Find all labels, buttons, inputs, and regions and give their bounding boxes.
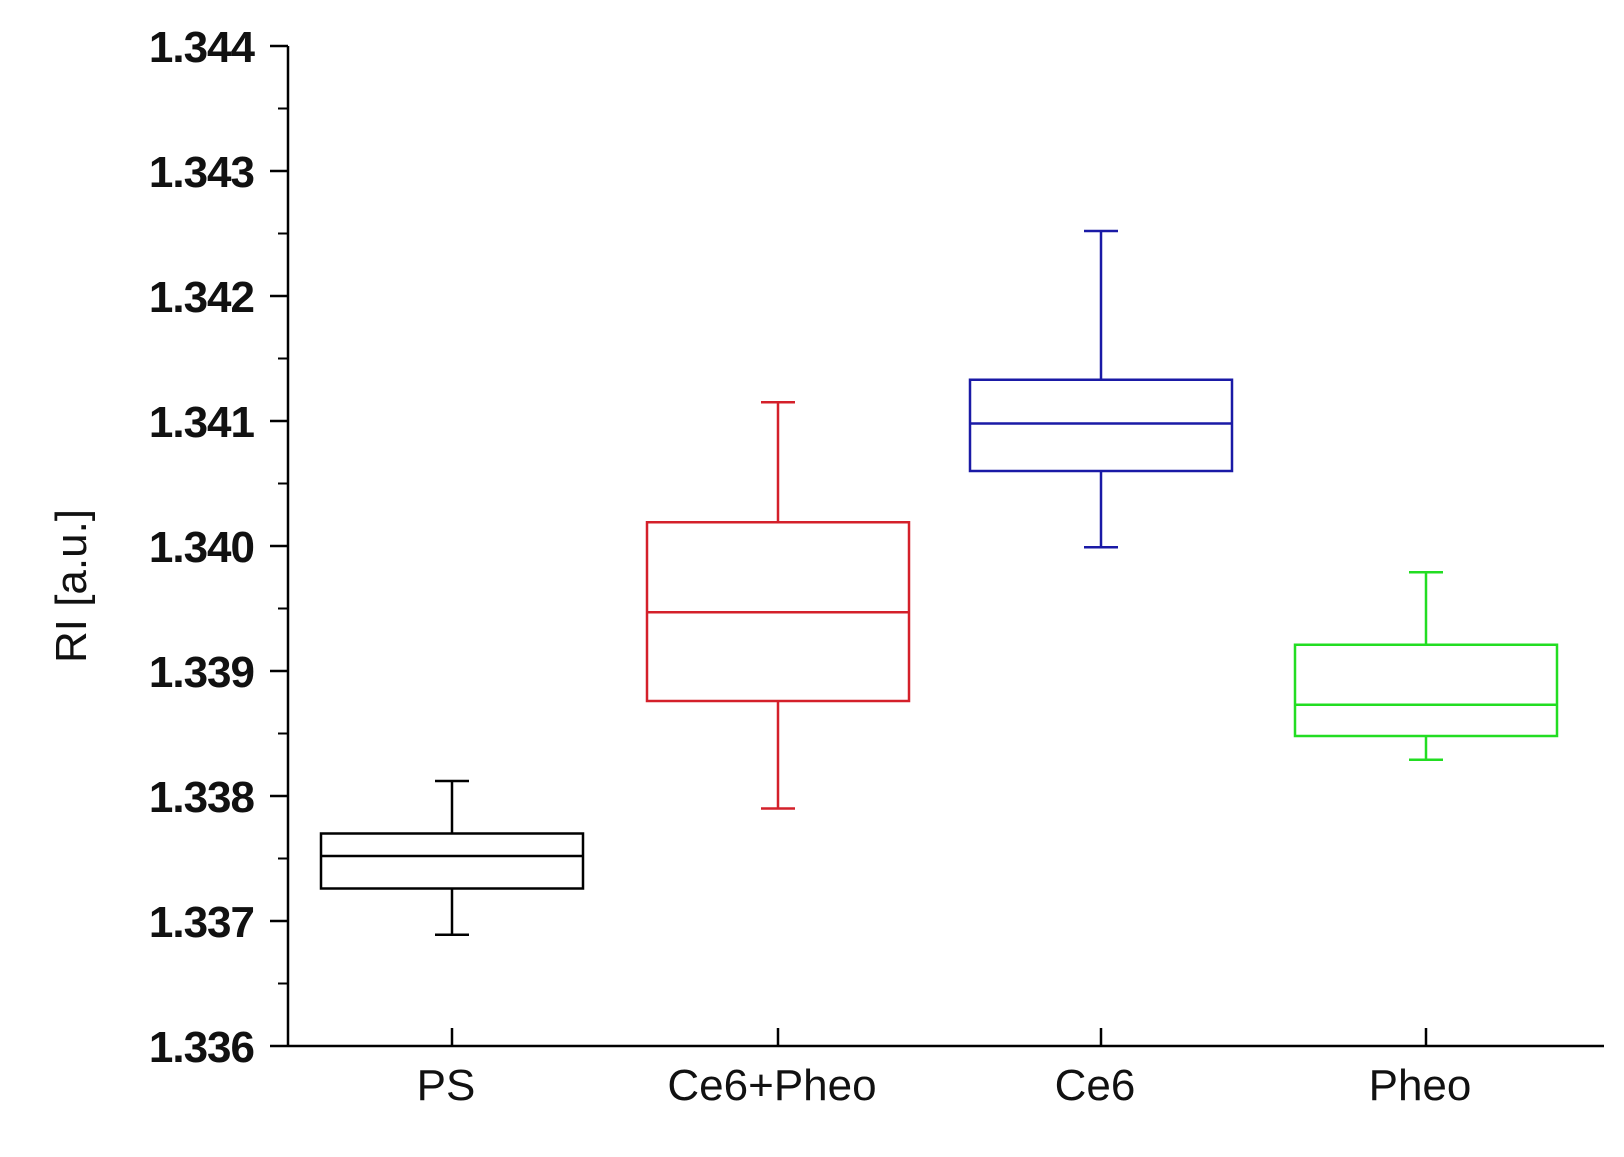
x-ticks: PS Ce6+Pheo Ce6 Pheo <box>417 1028 1472 1110</box>
y-tick-label: 1.337 <box>149 898 254 947</box>
box-pheo <box>1293 571 1559 761</box>
x-tick-label: Pheo <box>1369 1061 1472 1110</box>
interquartile-box <box>319 832 585 890</box>
x-tick-label: Ce6+Pheo <box>667 1061 876 1110</box>
y-axis-label: RI [a.u.] <box>47 509 96 663</box>
box-ps <box>319 779 585 936</box>
y-tick-label: 1.340 <box>149 523 254 572</box>
y-tick-label: 1.336 <box>149 1023 254 1072</box>
y-tick-label: 1.342 <box>149 273 254 322</box>
interquartile-box <box>1293 643 1559 738</box>
axes <box>286 46 1604 1048</box>
box-series <box>319 229 1559 936</box>
y-tick-label: 1.339 <box>149 648 254 697</box>
y-tick-label: 1.343 <box>149 148 254 197</box>
x-tick-label: PS <box>417 1061 476 1110</box>
box-ce6 <box>968 229 1234 549</box>
y-tick-label: 1.344 <box>149 23 256 72</box>
y-ticks: 1.336 1.337 1.338 1.339 1.340 1.341 1.342 1.343… <box>149 23 288 1072</box>
interquartile-box <box>968 378 1234 473</box>
y-tick-label: 1.341 <box>149 398 255 447</box>
x-tick-label: Ce6 <box>1055 1061 1136 1110</box>
box-ce6-pheo <box>645 401 911 810</box>
y-tick-label: 1.338 <box>149 773 255 822</box>
